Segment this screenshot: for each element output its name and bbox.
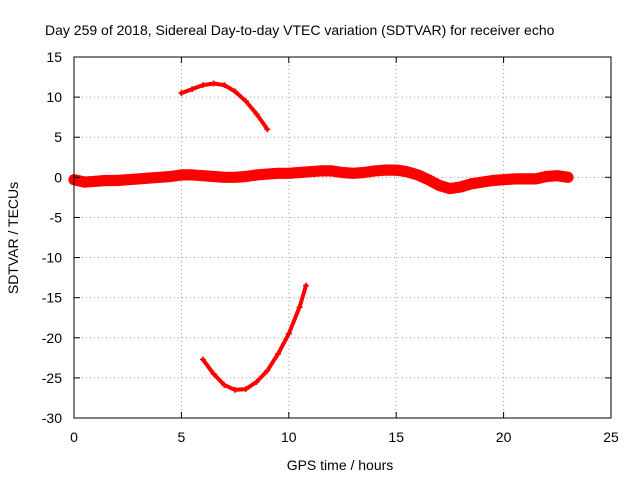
x-tick-label: 25 [603,429,619,445]
series-upper-arc [179,81,270,132]
data-point [221,82,228,89]
data-point [232,386,239,393]
data-point [135,175,142,182]
y-tick-label: -25 [42,370,62,386]
data-point [285,170,292,177]
data-point [199,356,206,363]
data-point [360,169,367,176]
data-point [253,171,260,178]
data-point [565,174,572,181]
data-point [350,170,357,177]
data-point [81,179,88,186]
chart-title: Day 259 of 2018, Sidereal Day-to-day VTE… [45,22,555,38]
data-point [296,169,303,176]
data-point [522,175,529,182]
data-point [403,168,410,175]
ticks [73,56,612,419]
data-point [446,185,453,192]
data-point [264,367,271,374]
y-tick-label: 5 [54,129,62,145]
data-point [232,174,239,181]
data-point [285,330,292,337]
data-point [275,170,282,177]
data-point [264,171,271,178]
data-point [242,98,249,105]
data-point [479,179,486,186]
data-point [242,173,249,180]
data-point [275,350,282,357]
y-tick-label: -15 [42,290,62,306]
y-tick-label: -10 [42,250,62,266]
data-point [178,90,185,97]
data-point [543,173,550,180]
data-point [221,174,228,181]
y-tick-label: 15 [46,49,62,65]
data-point [393,167,400,174]
data-point [221,382,228,389]
data-point [167,173,174,180]
series-layer [68,80,574,393]
data-point [302,282,309,289]
plot-frame [73,56,612,419]
data-point [436,182,443,189]
data-point [328,167,335,174]
data-point [199,172,206,179]
data-point [457,183,464,190]
data-point [146,175,153,182]
data-point [371,167,378,174]
data-point [210,370,217,377]
x-tick-label: 20 [496,429,512,445]
data-point [425,176,432,183]
data-point [253,110,260,117]
y-tick-label: 0 [54,169,62,185]
y-tick-label: 10 [46,89,62,105]
data-point [242,386,249,393]
data-point [210,80,217,87]
data-point [296,304,303,311]
data-point [414,171,421,178]
data-point [253,378,260,385]
data-point [210,173,217,180]
grid [74,57,611,418]
data-point [339,169,346,176]
data-point [178,171,185,178]
data-point [554,172,561,179]
data-point [318,167,325,174]
x-tick-label: 15 [388,429,404,445]
data-point [189,171,196,178]
x-tick-label: 0 [70,429,78,445]
data-point [189,86,196,93]
data-point [511,175,518,182]
data-point [489,177,496,184]
y-tick-label: -30 [42,410,62,426]
data-point [382,167,389,174]
tick-labels: 0 5 10 15 20 25 -30 -25 -20 -15 -10 -5 0 5 10 15 [42,49,619,445]
y-tick-label: -5 [50,209,63,225]
data-point [532,175,539,182]
data-point [156,174,163,181]
data-point [103,177,110,184]
x-axis-label: GPS time / hours [287,457,394,473]
data-point [307,168,314,175]
data-point [113,177,120,184]
data-point [92,178,99,185]
data-point [124,176,131,183]
data-point [468,180,475,187]
x-tick-label: 5 [178,429,186,445]
y-tick-label: -20 [42,330,62,346]
y-axis-label: SDTVAR / TECUs [5,182,21,294]
x-tick-label: 10 [281,429,297,445]
data-point [232,88,239,95]
data-point [500,176,507,183]
data-point [199,82,206,89]
data-point [264,126,271,133]
